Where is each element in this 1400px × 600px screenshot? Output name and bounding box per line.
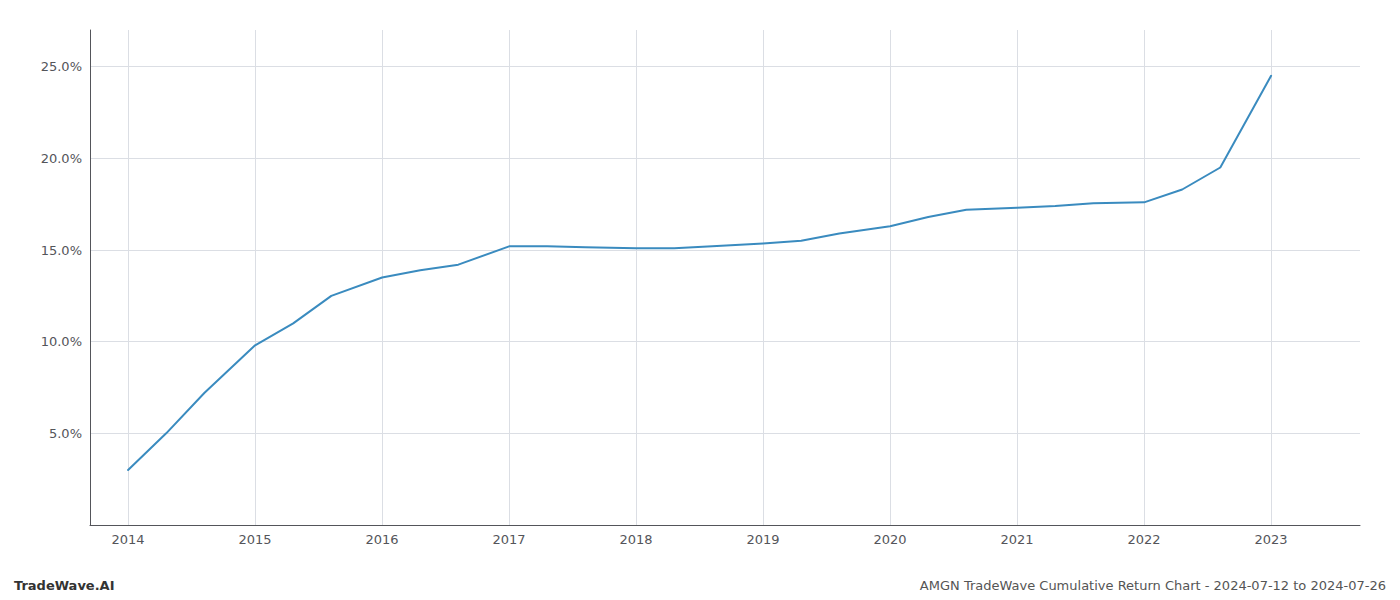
svg-text:15.0%: 15.0% — [41, 243, 82, 258]
svg-text:AMGN TradeWave Cumulative Retu: AMGN TradeWave Cumulative Return Chart -… — [920, 578, 1386, 593]
svg-text:2022: 2022 — [1128, 532, 1161, 547]
svg-text:10.0%: 10.0% — [41, 334, 82, 349]
svg-text:2020: 2020 — [874, 532, 907, 547]
svg-text:2015: 2015 — [239, 532, 272, 547]
svg-text:5.0%: 5.0% — [49, 426, 82, 441]
svg-text:2019: 2019 — [747, 532, 780, 547]
svg-text:25.0%: 25.0% — [41, 59, 82, 74]
svg-text:TradeWave.AI: TradeWave.AI — [14, 578, 115, 593]
svg-text:2016: 2016 — [366, 532, 399, 547]
svg-text:2023: 2023 — [1255, 532, 1288, 547]
svg-text:2014: 2014 — [112, 532, 145, 547]
svg-text:2017: 2017 — [493, 532, 526, 547]
svg-text:2021: 2021 — [1001, 532, 1034, 547]
svg-text:2018: 2018 — [620, 532, 653, 547]
svg-text:20.0%: 20.0% — [41, 151, 82, 166]
